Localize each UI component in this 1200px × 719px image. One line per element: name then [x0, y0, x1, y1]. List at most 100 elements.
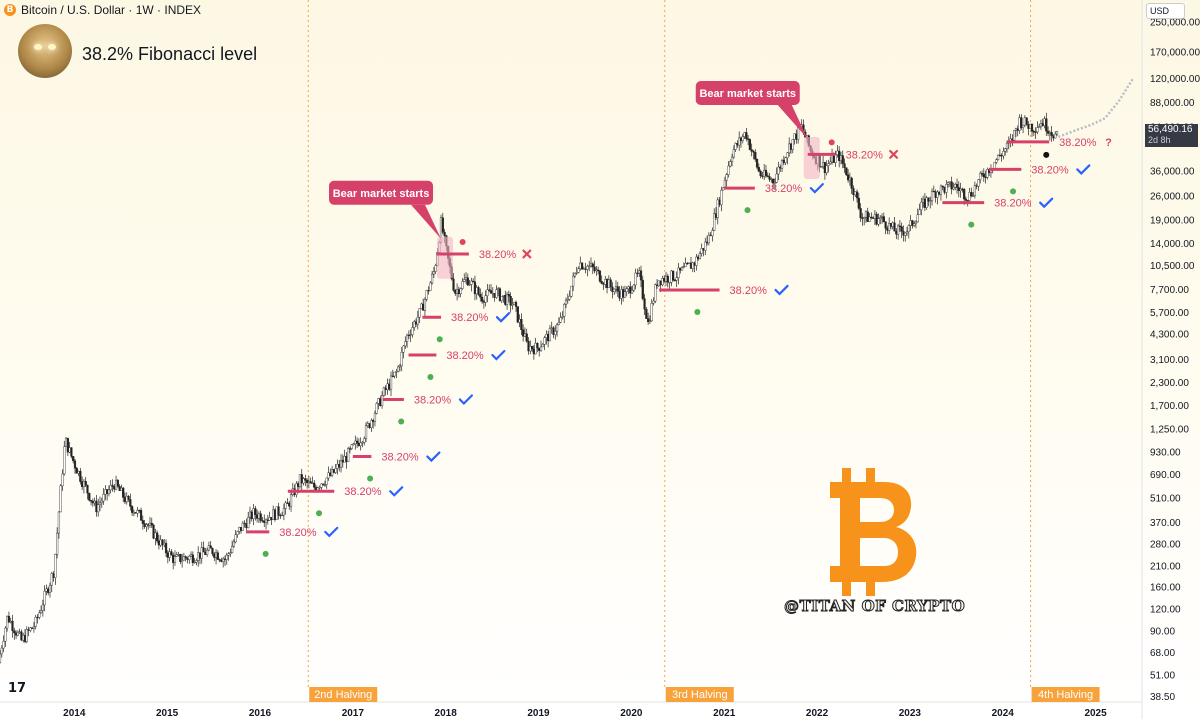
cross-icon: [888, 149, 899, 160]
candle: [602, 283, 605, 285]
candle: [123, 497, 127, 503]
candle: [768, 176, 771, 180]
candle: [220, 559, 223, 562]
candle: [264, 519, 268, 523]
candle: [918, 209, 921, 215]
candle: [407, 334, 410, 337]
candle: [493, 293, 496, 298]
candle: [402, 345, 405, 353]
candle: [684, 263, 687, 267]
candle: [398, 365, 402, 368]
candle: [791, 139, 794, 150]
candle: [627, 286, 630, 289]
candle: [939, 185, 943, 195]
candle: [34, 616, 37, 627]
candle: [830, 155, 834, 163]
candle: [364, 425, 368, 439]
candle: [682, 266, 685, 268]
candle: [132, 512, 136, 514]
candle: [131, 506, 134, 513]
green-dot-marker: [744, 207, 751, 214]
candle: [782, 159, 785, 163]
candle: [25, 629, 28, 642]
candle: [591, 263, 594, 268]
price-tick-label: 3,100.00: [1150, 355, 1189, 366]
candle: [307, 481, 310, 484]
candle: [243, 522, 246, 525]
candle: [427, 290, 430, 292]
candle: [1030, 123, 1034, 132]
candle: [348, 448, 352, 450]
current-price-badge: 56,490.16 2d 8h: [1145, 124, 1198, 147]
fib-level-label: 38.20%: [1031, 164, 1069, 176]
candle: [825, 165, 828, 174]
candle: [479, 294, 482, 298]
candle: [181, 559, 184, 562]
candle: [996, 154, 1000, 160]
year-tick-label: 2017: [342, 708, 365, 719]
candle: [331, 469, 334, 476]
candle: [159, 539, 162, 546]
year-tick-label: 2019: [527, 708, 550, 719]
candle: [347, 448, 350, 462]
candle: [914, 221, 918, 224]
candle: [382, 387, 385, 396]
candle: [134, 512, 137, 514]
symbol-label[interactable]: Bitcoin / U.S. Dollar · 1W · INDEX: [21, 3, 202, 17]
check-icon: [324, 526, 339, 538]
candle: [231, 546, 234, 553]
candle: [475, 287, 478, 295]
candle: [891, 222, 894, 227]
candle: [702, 248, 705, 251]
candle: [1034, 131, 1037, 133]
cross-icon: [522, 249, 532, 259]
candle: [238, 527, 241, 532]
candle: [823, 162, 826, 174]
candle: [273, 509, 277, 520]
candle: [770, 178, 773, 181]
green-dot-marker: [367, 475, 374, 482]
candle: [572, 275, 575, 287]
candle: [484, 295, 487, 303]
candle: [550, 327, 553, 329]
candle: [482, 301, 485, 303]
candle: [697, 256, 700, 260]
candle: [98, 502, 102, 505]
price-tick-label: 90.00: [1150, 627, 1175, 638]
candle: [289, 494, 293, 507]
candle: [422, 303, 425, 311]
candle: [620, 289, 623, 299]
candle: [311, 482, 314, 485]
candle: [668, 282, 671, 284]
candle: [520, 319, 523, 330]
tradingview-logo[interactable]: 17: [8, 681, 27, 696]
candle: [561, 316, 564, 318]
candle: [88, 492, 91, 501]
green-dot-marker: [968, 221, 975, 228]
candle: [248, 511, 252, 518]
candle: [282, 508, 285, 516]
candle: [545, 333, 548, 338]
candle: [52, 573, 55, 578]
candle: [59, 485, 62, 513]
candle: [463, 279, 466, 282]
candle: [714, 213, 718, 218]
candle: [971, 195, 975, 197]
currency-selector[interactable]: USD: [1146, 3, 1185, 19]
candle: [861, 217, 864, 219]
candle: [31, 627, 34, 629]
candle: [250, 511, 253, 520]
green-dot-marker: [694, 308, 701, 315]
candle: [832, 155, 835, 163]
candle: [634, 272, 637, 286]
candle: [720, 189, 723, 206]
candle: [82, 481, 86, 488]
candle: [379, 398, 382, 406]
red-dot-marker: [828, 139, 835, 146]
candle: [216, 552, 219, 560]
candle: [907, 225, 910, 232]
fib-level-label: 38.20%: [451, 312, 489, 324]
candle: [218, 559, 221, 561]
candle: [1018, 117, 1021, 131]
